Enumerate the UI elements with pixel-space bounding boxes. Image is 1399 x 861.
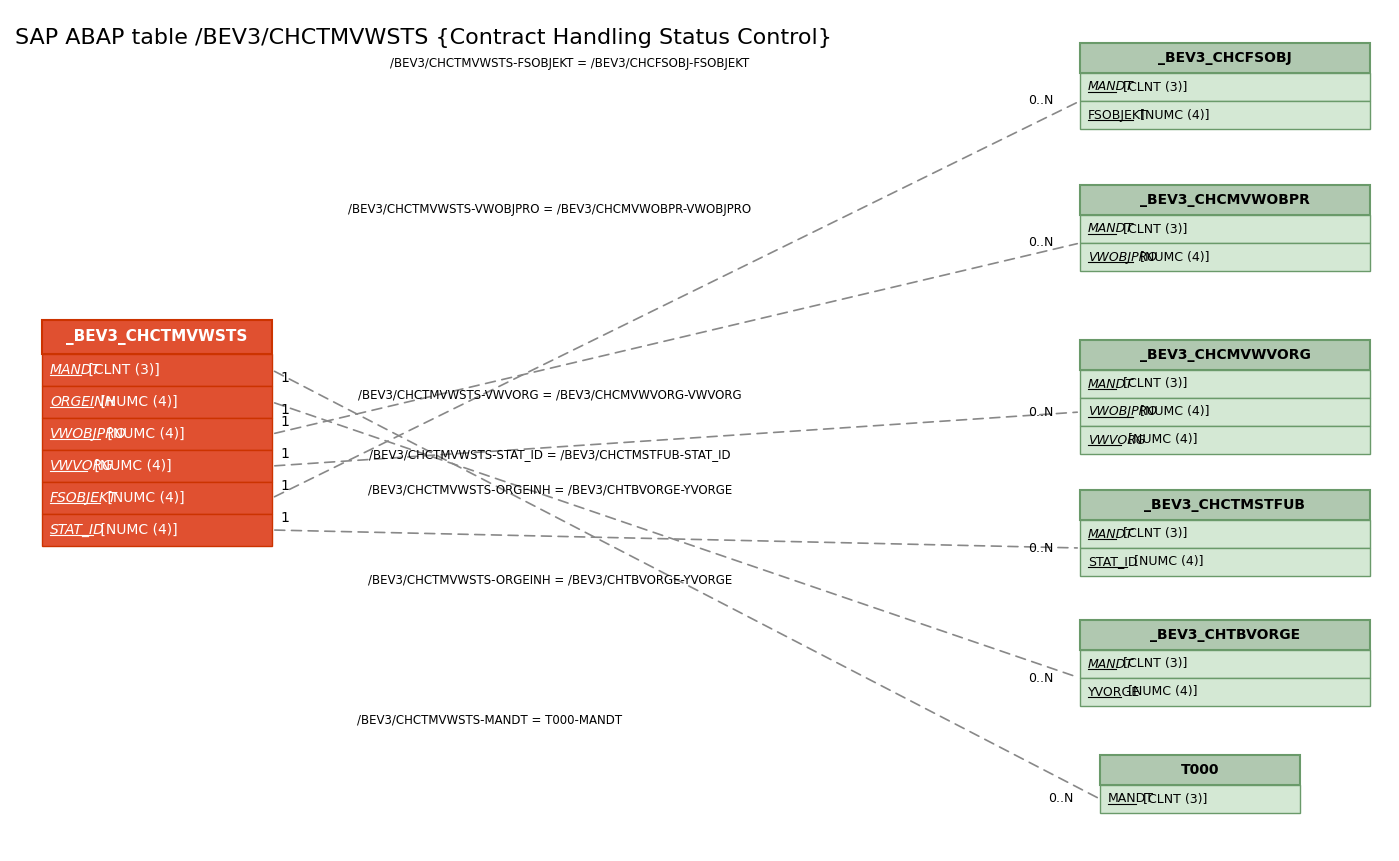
Bar [1080,650,1370,678]
Text: [NUMC (4)]: [NUMC (4)] [1130,555,1203,568]
Text: STAT_ID: STAT_ID [1088,555,1137,568]
Text: FSOBJEKT: FSOBJEKT [50,491,118,505]
Text: 0..N: 0..N [1028,542,1053,554]
Text: MANDT: MANDT [1088,80,1133,94]
Text: VWVORG: VWVORG [50,459,113,473]
Text: 1: 1 [280,447,288,461]
Bar [42,354,271,386]
Bar [1080,548,1370,576]
Text: VWOBJPRO: VWOBJPRO [1088,406,1157,418]
Text: [NUMC (4)]: [NUMC (4)] [1125,433,1198,447]
Bar [1100,755,1300,785]
Bar [42,482,271,514]
Bar [42,418,271,450]
Text: 1: 1 [280,415,288,429]
Text: MANDT: MANDT [1088,222,1133,236]
Text: VWOBJPRO: VWOBJPRO [50,427,127,441]
Text: /BEV3/CHCTMVWSTS-ORGEINH = /BEV3/CHTBVORGE-YVORGE: /BEV3/CHCTMVWSTS-ORGEINH = /BEV3/CHTBVOR… [368,484,732,497]
Bar [1080,215,1370,243]
Bar [1080,620,1370,650]
Text: MANDT: MANDT [1108,792,1154,806]
Text: [NUMC (4)]: [NUMC (4)] [1125,685,1198,698]
Text: [CLNT (3)]: [CLNT (3)] [84,363,159,377]
Text: 1: 1 [280,371,288,385]
Bar [1080,398,1370,426]
Bar [1080,185,1370,215]
Text: T000: T000 [1181,763,1220,777]
Text: [CLNT (3)]: [CLNT (3)] [1119,222,1188,236]
Text: 1: 1 [280,403,288,417]
Text: _BEV3_CHCFSOBJ: _BEV3_CHCFSOBJ [1158,51,1291,65]
Text: SAP ABAP table /BEV3/CHCTMVWSTS {Contract Handling Status Control}: SAP ABAP table /BEV3/CHCTMVWSTS {Contrac… [15,28,832,48]
Text: VWOBJPRO: VWOBJPRO [1088,251,1157,263]
Bar [1080,101,1370,129]
Text: [NUMC (4)]: [NUMC (4)] [1136,406,1209,418]
Bar [1080,520,1370,548]
Text: [CLNT (3)]: [CLNT (3)] [1139,792,1207,806]
Bar [1080,490,1370,520]
Text: /BEV3/CHCTMVWSTS-STAT_ID = /BEV3/CHCTMSTFUB-STAT_ID: /BEV3/CHCTMVWSTS-STAT_ID = /BEV3/CHCTMST… [369,449,730,461]
Text: ORGEINH: ORGEINH [50,395,115,409]
Text: _BEV3_CHCTMVWSTS: _BEV3_CHCTMVWSTS [66,329,248,345]
Text: 1: 1 [280,479,288,493]
Text: 0..N: 0..N [1028,95,1053,108]
Bar [1080,426,1370,454]
Text: _BEV3_CHCMVWVORG: _BEV3_CHCMVWVORG [1140,348,1311,362]
Text: _BEV3_CHCTMSTFUB: _BEV3_CHCTMSTFUB [1144,498,1305,512]
Text: [NUMC (4)]: [NUMC (4)] [97,395,178,409]
Text: /BEV3/CHCTMVWSTS-VWVORG = /BEV3/CHCMVWVORG-VWVORG: /BEV3/CHCTMVWSTS-VWVORG = /BEV3/CHCMVWVO… [358,388,741,401]
Text: [CLNT (3)]: [CLNT (3)] [1119,658,1188,671]
Text: [NUMC (4)]: [NUMC (4)] [102,427,185,441]
Text: MANDT: MANDT [1088,377,1133,391]
Bar [1080,43,1370,73]
Text: 1: 1 [280,511,288,525]
Text: [CLNT (3)]: [CLNT (3)] [1119,528,1188,541]
Text: [NUMC (4)]: [NUMC (4)] [97,523,178,537]
Text: _BEV3_CHTBVORGE: _BEV3_CHTBVORGE [1150,628,1300,642]
Text: MANDT: MANDT [50,363,101,377]
Text: [NUMC (4)]: [NUMC (4)] [1136,251,1209,263]
Bar [42,320,271,354]
Text: [CLNT (3)]: [CLNT (3)] [1119,80,1188,94]
Bar [1080,243,1370,271]
Bar [1080,73,1370,101]
Text: [CLNT (3)]: [CLNT (3)] [1119,377,1188,391]
Text: 0..N: 0..N [1028,237,1053,250]
Text: /BEV3/CHCTMVWSTS-MANDT = T000-MANDT: /BEV3/CHCTMVWSTS-MANDT = T000-MANDT [357,714,623,727]
Text: MANDT: MANDT [1088,528,1133,541]
Bar [1080,340,1370,370]
Text: VWVORG: VWVORG [1088,433,1146,447]
Text: [NUMC (4)]: [NUMC (4)] [1136,108,1209,121]
Bar [42,514,271,546]
Text: /BEV3/CHCTMVWSTS-VWOBJPRO = /BEV3/CHCMVWOBPR-VWOBJPRO: /BEV3/CHCTMVWSTS-VWOBJPRO = /BEV3/CHCMVW… [348,203,751,216]
Text: [NUMC (4)]: [NUMC (4)] [90,459,172,473]
Text: [NUMC (4)]: [NUMC (4)] [102,491,185,505]
Bar [42,386,271,418]
Bar [42,450,271,482]
Text: /BEV3/CHCTMVWSTS-FSOBJEKT = /BEV3/CHCFSOBJ-FSOBJEKT: /BEV3/CHCTMVWSTS-FSOBJEKT = /BEV3/CHCFSO… [390,58,750,71]
Bar [1100,785,1300,813]
Text: 0..N: 0..N [1048,792,1073,806]
Bar [1080,370,1370,398]
Text: 0..N: 0..N [1028,672,1053,684]
Text: STAT_ID: STAT_ID [50,523,105,537]
Text: _BEV3_CHCMVWOBPR: _BEV3_CHCMVWOBPR [1140,193,1309,207]
Text: /BEV3/CHCTMVWSTS-ORGEINH = /BEV3/CHTBVORGE-YVORGE: /BEV3/CHCTMVWSTS-ORGEINH = /BEV3/CHTBVOR… [368,573,732,586]
Bar [1080,678,1370,706]
Text: YVORGE: YVORGE [1088,685,1140,698]
Text: MANDT: MANDT [1088,658,1133,671]
Text: FSOBJEKT: FSOBJEKT [1088,108,1147,121]
Text: 0..N: 0..N [1028,406,1053,418]
